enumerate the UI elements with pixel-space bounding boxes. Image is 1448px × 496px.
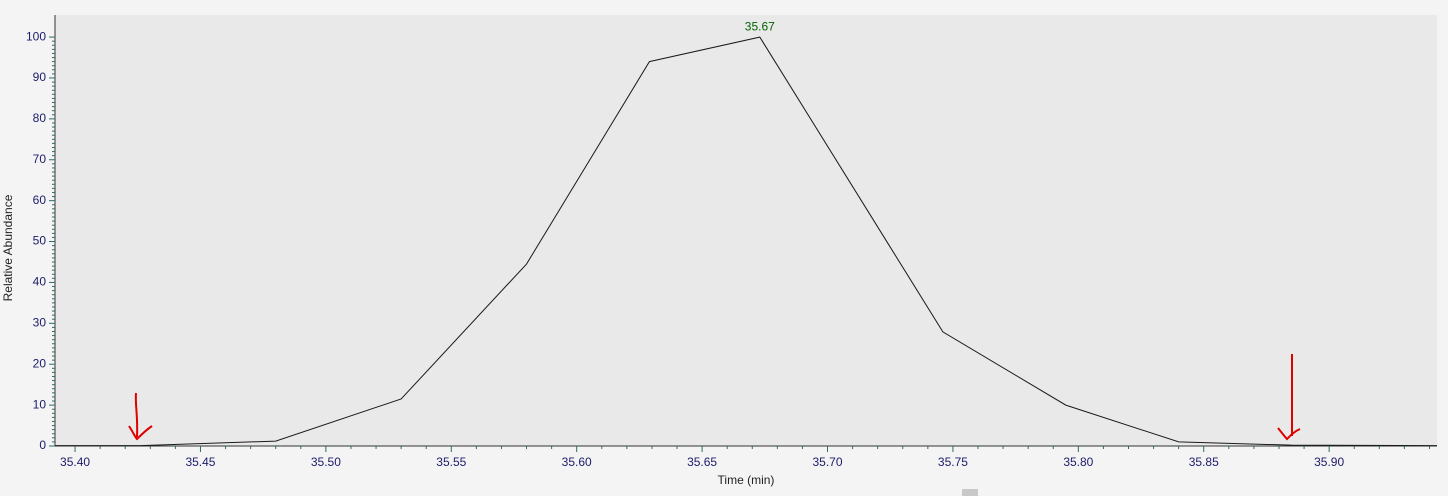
y-tick-label: 20 (33, 356, 47, 370)
red-arrow (128, 354, 1301, 441)
y-tick-label: 100 (26, 29, 46, 43)
y-tick-label: 80 (33, 111, 47, 125)
peak-label: 35.67 (745, 19, 775, 33)
x-tick-label: 35.50 (311, 455, 341, 469)
y-tick-label: 90 (33, 70, 47, 84)
plot-area (55, 15, 1437, 446)
y-tick-label: 0 (39, 438, 46, 452)
x-tick-label: 35.85 (1189, 455, 1219, 469)
y-tick-label: 10 (33, 397, 47, 411)
y-tick-label: 70 (33, 152, 47, 166)
x-tick-label: 35.55 (436, 455, 466, 469)
x-tick-label: 35.40 (60, 455, 90, 469)
x-tick-label: 35.45 (185, 455, 215, 469)
x-tick-label: 35.75 (938, 455, 968, 469)
y-tick-label: 60 (33, 193, 47, 207)
chromatogram-line (55, 36, 1438, 447)
scroll-handle (962, 489, 978, 496)
x-tick-label: 35.70 (812, 455, 842, 469)
x-tick-label: 35.90 (1314, 455, 1344, 469)
y-tick-label: 30 (33, 315, 47, 329)
x-tick-label: 35.65 (687, 455, 717, 469)
y-tick-label: 40 (33, 275, 47, 289)
x-tick-label: 35.80 (1063, 455, 1093, 469)
y-axis-title: Relative Abundance (1, 194, 15, 301)
x-tick-label: 35.60 (562, 455, 592, 469)
x-axis-title: Time (min) (718, 473, 775, 487)
y-tick-label: 50 (33, 234, 47, 248)
